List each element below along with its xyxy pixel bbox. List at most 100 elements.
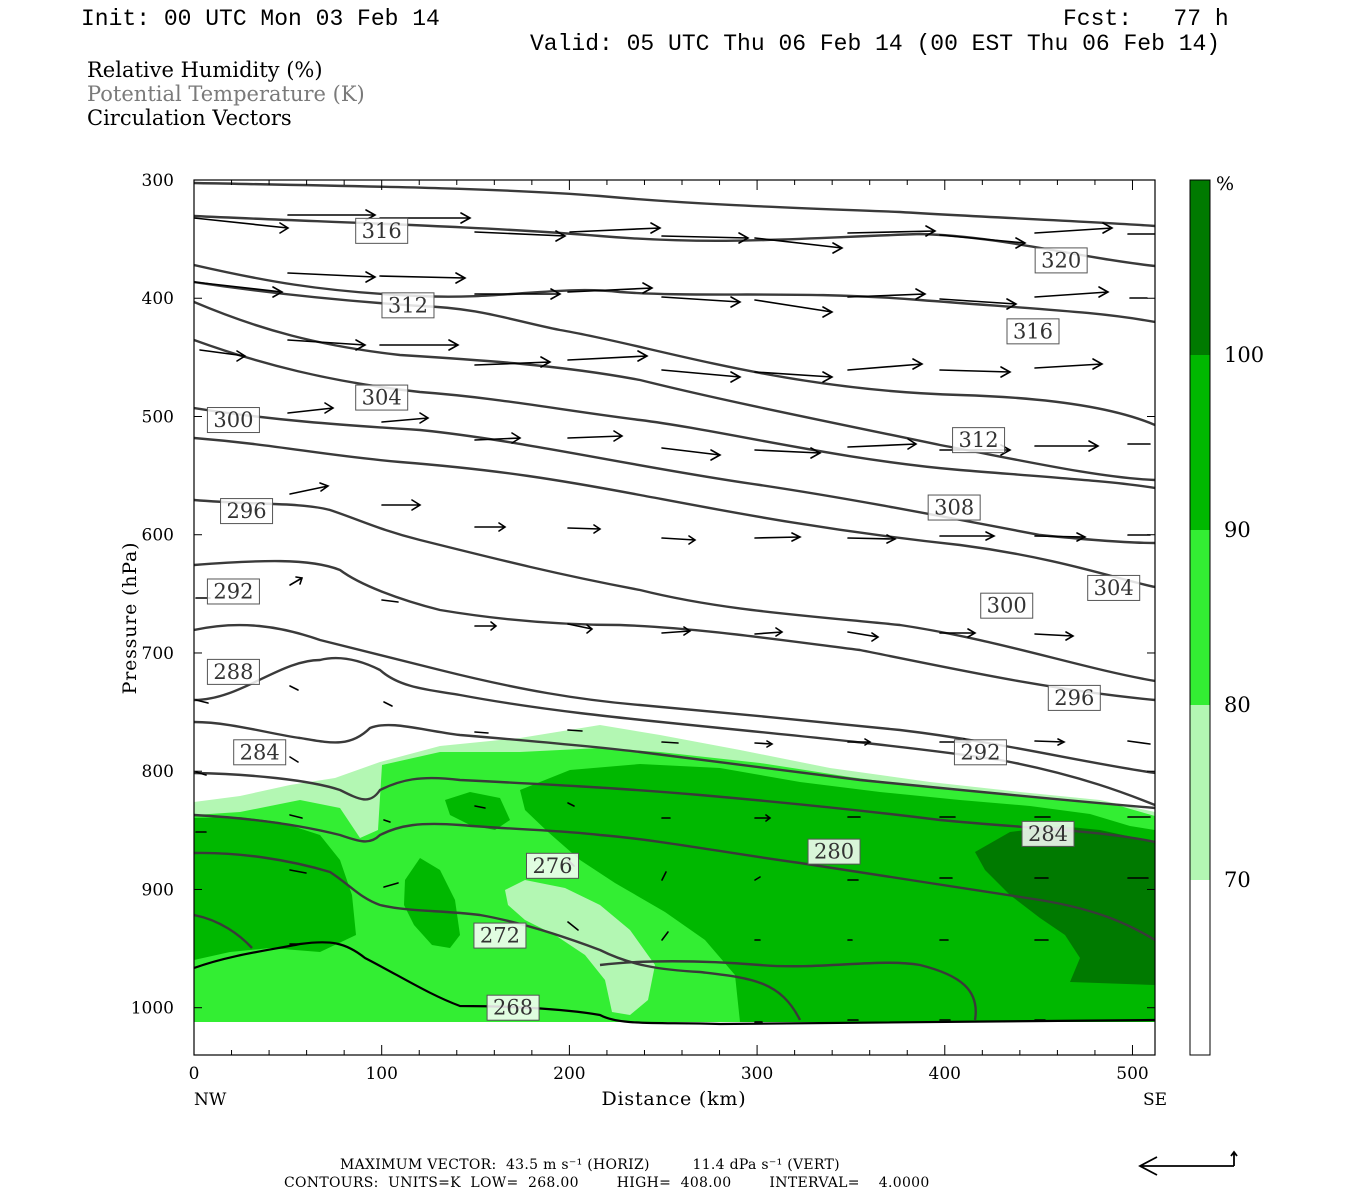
contour-label-box (1087, 574, 1141, 601)
vector-arrow (195, 699, 209, 704)
contour-label-text: 296 (227, 499, 267, 523)
vector-arrow (661, 626, 692, 636)
contour-label-box (381, 292, 435, 319)
contour-label: 316 (1006, 318, 1060, 345)
legend-relative-humidity: Relative Humidity (%) (87, 58, 323, 82)
vector-arrow (474, 805, 486, 809)
y-tick-label: 700 (142, 644, 174, 664)
x-end-label-nw: NW (194, 1090, 227, 1110)
vector-arrow (1034, 286, 1110, 298)
vector-arrow (847, 438, 918, 450)
contour-label-text: 300 (213, 408, 253, 432)
vector-arrow (1034, 222, 1114, 234)
vector-arrow (661, 447, 722, 461)
contour-label-box (355, 217, 409, 244)
colorbar-label-80: 80 (1224, 693, 1251, 717)
vector-arrow (383, 882, 399, 888)
rh-90-fill (404, 858, 460, 948)
vector-arrow (754, 371, 834, 383)
colorbar-swatch-below-70 (1190, 880, 1210, 1055)
contour-label: 296 (220, 498, 274, 525)
colorbar-label-70: 70 (1224, 868, 1251, 892)
legend-potential-temperature: Potential Temperature (K) (87, 82, 365, 106)
contour-label: 308 (927, 494, 981, 521)
vector-arrow (567, 729, 583, 732)
vector-arrow (474, 356, 552, 368)
vector-arrow (287, 402, 335, 414)
vector-arrow (847, 225, 937, 237)
contour-label-text: 268 (493, 996, 533, 1020)
contour-label-box (206, 407, 260, 434)
y-tick-label: 1000 (131, 999, 174, 1019)
vector-arrow (289, 814, 303, 819)
colorbar-label-90: 90 (1224, 518, 1251, 542)
vector-arrow (754, 876, 761, 881)
vector-arrow (754, 627, 784, 637)
init-time: Init: 00 UTC Mon 03 Feb 14 (81, 6, 440, 32)
x-tick-label: 300 (741, 1064, 773, 1084)
colorbar-swatch-80 (1190, 530, 1210, 705)
contour-label-box (953, 739, 1007, 766)
colorbar: % 100 90 80 70 (1189, 173, 1264, 1056)
vector-arrow (567, 802, 575, 807)
colorbar-swatch-100plus (1190, 180, 1210, 355)
contour-label-text: 320 (1041, 248, 1081, 272)
contour-label: 300 (206, 407, 260, 434)
vector-arrow (289, 756, 299, 763)
contour-label-text: 316 (1013, 319, 1053, 343)
vector-arrow (661, 369, 742, 383)
vector-arrow (567, 524, 602, 534)
vector-arrow (383, 701, 393, 707)
vector-arrow (754, 299, 834, 318)
vector-arrow (754, 237, 844, 254)
contour-label-box (1021, 820, 1075, 847)
reference-vector-icon (1138, 1150, 1238, 1176)
vector-arrow (754, 814, 772, 822)
contour-label-text: 292 (213, 579, 253, 603)
vector-arrow (939, 366, 1012, 378)
colorbar-frame (1189, 179, 1211, 1056)
contour-info: CONTOURS: UNITS=K LOW= 268.00 HIGH= 408.… (284, 1175, 930, 1191)
contour-label-box (980, 592, 1034, 619)
contour-label-text: 312 (959, 428, 999, 452)
contour-label-text: 304 (362, 386, 402, 410)
vector-arrow (1034, 358, 1104, 370)
colorbar-unit: % (1216, 173, 1234, 195)
contour-label-text: 312 (388, 293, 428, 317)
colorbar-label-100: 100 (1224, 343, 1264, 367)
max-vector-info: MAXIMUM VECTOR: 43.5 m s⁻¹ (HORIZ) 11.4 … (340, 1157, 840, 1173)
vector-arrow (567, 623, 594, 634)
contour-label-text: 272 (480, 924, 520, 948)
vector-arrow (847, 358, 924, 371)
contour-label: 284 (1021, 820, 1075, 847)
rh-90-fill (194, 817, 356, 960)
contour-label: 272 (473, 922, 527, 949)
y-tick-label: 300 (142, 171, 174, 191)
y-tick-label: 900 (142, 880, 174, 900)
vector-arrow (1034, 440, 1100, 452)
circulation-vectors (194, 209, 1155, 1023)
vector-arrow (567, 921, 579, 931)
vector-arrow (754, 447, 822, 459)
vector-arrow (847, 534, 897, 544)
vector-arrow (474, 522, 507, 532)
vector-arrow (754, 532, 802, 542)
vector-arrow (661, 296, 742, 308)
vector-arrow (754, 740, 774, 748)
valid-time: Valid: 05 UTC Thu 06 Feb 14 (00 EST Thu … (530, 31, 1221, 57)
y-tick-label: 500 (142, 407, 174, 427)
contour-label-text: 308 (934, 496, 974, 520)
vector-arrow (567, 282, 654, 294)
contour-label: 284 (233, 739, 287, 766)
contour-label-text: 284 (1028, 822, 1068, 846)
theta-contours (194, 181, 1155, 1021)
contour-labels: 316 320 312 316 304 300 312 308 296 304 292 300 288 2… (206, 217, 1141, 1021)
rh-90-fill (445, 792, 510, 830)
colorbar-swatch-90 (1190, 355, 1210, 530)
rh-90-fill (520, 764, 1155, 1022)
vector-arrow (1034, 532, 1087, 542)
contour-label-text: 284 (240, 740, 280, 764)
contour-label-box (355, 384, 409, 411)
contour-label: 296 (1047, 684, 1101, 711)
x-tick-label: 200 (553, 1064, 585, 1084)
